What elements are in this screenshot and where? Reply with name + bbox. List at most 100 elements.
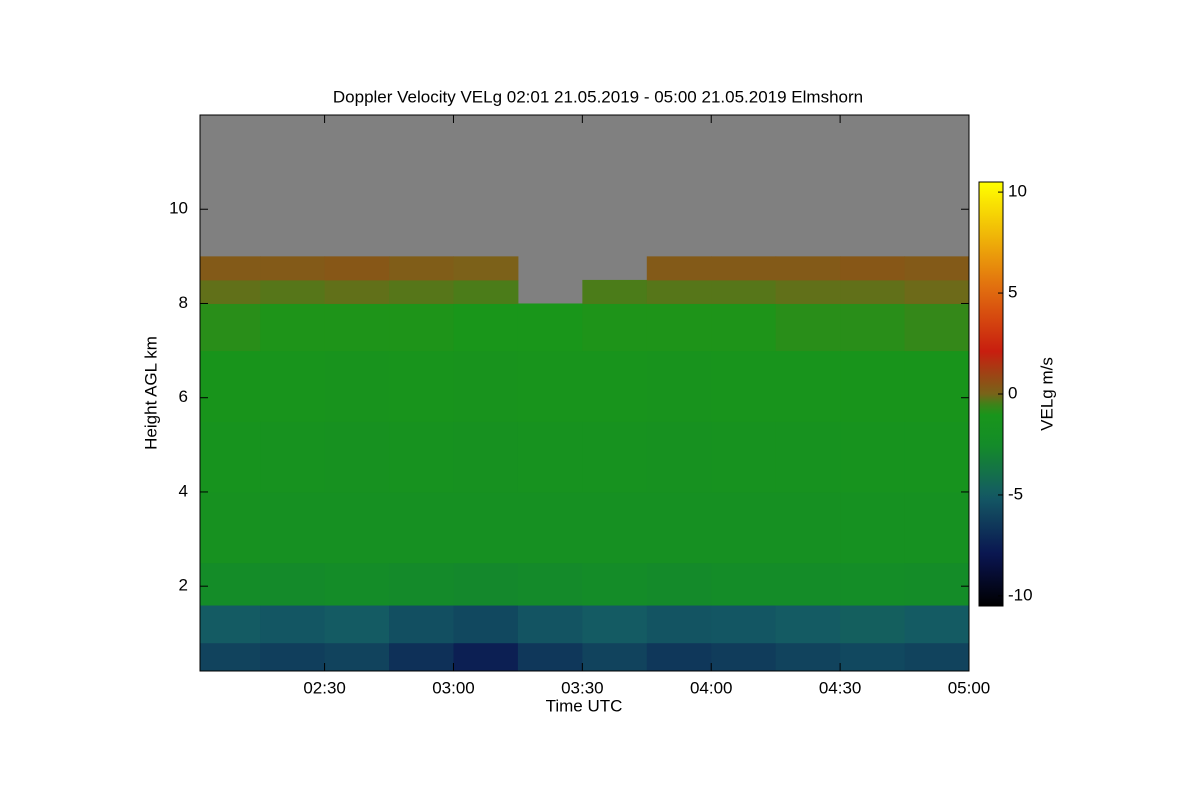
heatmap-cell bbox=[389, 256, 454, 281]
heatmap-cell bbox=[453, 642, 519, 672]
heatmap-cell bbox=[389, 303, 454, 352]
heatmap-cell bbox=[775, 562, 841, 606]
heatmap-cell bbox=[646, 421, 712, 493]
y-axis-label: Height AGL km bbox=[141, 336, 160, 450]
colorbar-tick-label: -10 bbox=[1008, 585, 1033, 604]
heatmap-cell bbox=[389, 562, 454, 606]
heatmap-cell bbox=[260, 491, 326, 564]
heatmap-cell bbox=[260, 256, 326, 281]
heatmap-cell bbox=[582, 303, 648, 352]
heatmap-cell bbox=[453, 421, 519, 493]
heatmap bbox=[200, 115, 970, 672]
heatmap-cell bbox=[389, 642, 454, 672]
heatmap-cell bbox=[260, 605, 326, 644]
heatmap-cell bbox=[904, 421, 970, 493]
heatmap-cell bbox=[324, 491, 390, 564]
heatmap-cell bbox=[200, 350, 261, 422]
heatmap-cell bbox=[840, 350, 906, 422]
heatmap-cell bbox=[775, 279, 841, 304]
heatmap-cell bbox=[711, 491, 777, 564]
y-tick-label: 10 bbox=[169, 199, 188, 218]
y-tick-label: 2 bbox=[179, 576, 188, 595]
heatmap-cell bbox=[840, 279, 906, 304]
heatmap-cell bbox=[389, 605, 454, 644]
heatmap-cell bbox=[517, 491, 583, 564]
heatmap-cell bbox=[775, 605, 841, 644]
heatmap-cell bbox=[324, 256, 390, 281]
y-tick-label: 6 bbox=[179, 387, 188, 406]
heatmap-cell bbox=[840, 256, 906, 281]
heatmap-cell bbox=[711, 256, 777, 281]
heatmap-cell bbox=[582, 562, 648, 606]
heatmap-cell bbox=[904, 303, 970, 352]
heatmap-cell bbox=[646, 562, 712, 606]
heatmap-cell bbox=[904, 605, 970, 644]
heatmap-cell bbox=[453, 605, 519, 644]
heatmap-cell bbox=[324, 279, 390, 304]
heatmap-cell bbox=[200, 642, 261, 672]
colorbar-tick-label: 10 bbox=[1008, 182, 1027, 201]
heatmap-cell bbox=[582, 279, 648, 304]
heatmap-cell bbox=[904, 491, 970, 564]
heatmap-cell bbox=[200, 421, 261, 493]
heatmap-cell bbox=[260, 642, 326, 672]
heatmap-cell bbox=[200, 562, 261, 606]
heatmap-cell bbox=[775, 303, 841, 352]
heatmap-cell bbox=[200, 491, 261, 564]
y-tick-label: 4 bbox=[179, 481, 188, 500]
heatmap-cell bbox=[775, 350, 841, 422]
x-tick-label: 05:00 bbox=[948, 678, 991, 697]
heatmap-cell bbox=[517, 303, 583, 352]
heatmap-cell bbox=[904, 279, 970, 304]
heatmap-cell bbox=[260, 562, 326, 606]
heatmap-cell bbox=[840, 421, 906, 493]
heatmap-cell bbox=[453, 256, 519, 281]
heatmap-cell bbox=[904, 562, 970, 606]
heatmap-cell bbox=[324, 303, 390, 352]
heatmap-cell bbox=[260, 421, 326, 493]
chart-title: Doppler Velocity VELg 02:01 21.05.2019 -… bbox=[333, 87, 863, 106]
heatmap-cell bbox=[582, 421, 648, 493]
heatmap-cell bbox=[711, 303, 777, 352]
heatmap-cell bbox=[324, 350, 390, 422]
heatmap-cell bbox=[646, 491, 712, 564]
heatmap-cell bbox=[646, 605, 712, 644]
x-axis-label: Time UTC bbox=[546, 696, 623, 715]
colorbar-label: VELg m/s bbox=[1037, 357, 1056, 431]
heatmap-cell bbox=[582, 491, 648, 564]
heatmap-cell bbox=[324, 562, 390, 606]
heatmap-cell bbox=[517, 642, 583, 672]
heatmap-cell bbox=[517, 421, 583, 493]
colorbar-tick-label: -5 bbox=[1008, 484, 1023, 503]
heatmap-cell bbox=[711, 421, 777, 493]
heatmap-cell bbox=[582, 642, 648, 672]
heatmap-cell bbox=[840, 491, 906, 564]
heatmap-cell bbox=[775, 421, 841, 493]
heatmap-cell bbox=[775, 642, 841, 672]
x-tick-label: 03:00 bbox=[432, 678, 475, 697]
heatmap-cell bbox=[582, 605, 648, 644]
heatmap-cell bbox=[775, 491, 841, 564]
heatmap-cell bbox=[517, 350, 583, 422]
heatmap-cell bbox=[260, 350, 326, 422]
heatmap-cell bbox=[904, 256, 970, 281]
heatmap-cell bbox=[324, 642, 390, 672]
heatmap-cell bbox=[711, 605, 777, 644]
heatmap-cell bbox=[711, 562, 777, 606]
heatmap-cell bbox=[200, 279, 261, 304]
heatmap-cell bbox=[711, 279, 777, 304]
heatmap-cell bbox=[453, 491, 519, 564]
heatmap-cell bbox=[517, 605, 583, 644]
heatmap-cell bbox=[389, 350, 454, 422]
x-tick-label: 04:30 bbox=[819, 678, 862, 697]
heatmap-cell bbox=[840, 642, 906, 672]
heatmap-cell bbox=[646, 303, 712, 352]
heatmap-cell bbox=[840, 303, 906, 352]
heatmap-cell bbox=[646, 279, 712, 304]
heatmap-cell bbox=[389, 279, 454, 304]
heatmap-cell bbox=[711, 642, 777, 672]
x-tick-label: 04:00 bbox=[690, 678, 733, 697]
heatmap-cell bbox=[260, 279, 326, 304]
heatmap-cell bbox=[260, 303, 326, 352]
